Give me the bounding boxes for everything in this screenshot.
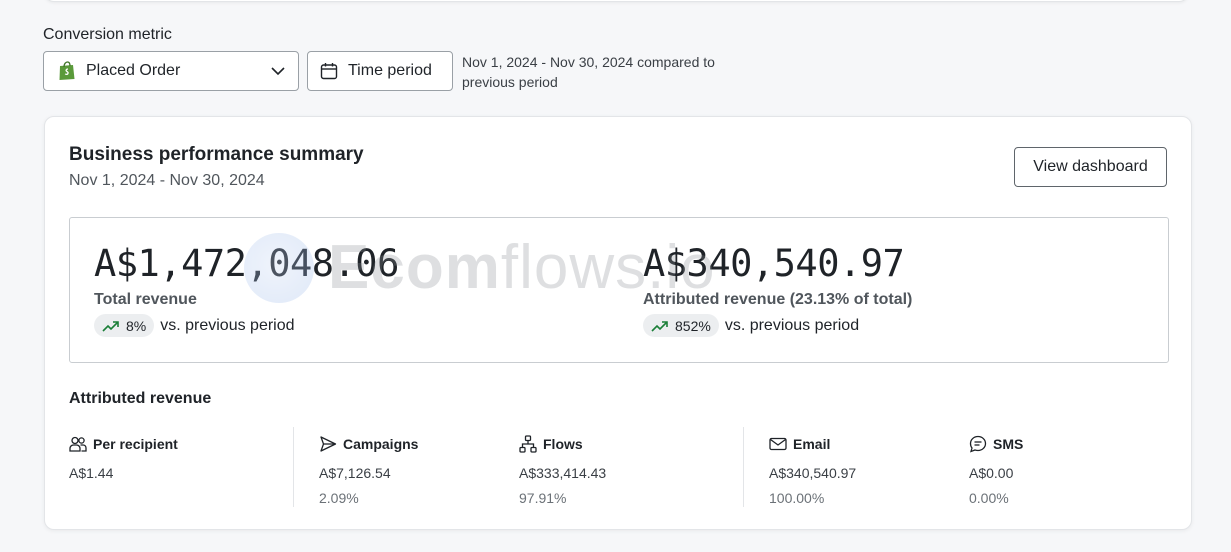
total-revenue-kpi: A$1,472,048.06 Total revenue 8% vs. prev…	[94, 242, 399, 337]
business-performance-card: Business performance summary Nov 1, 2024…	[44, 116, 1192, 530]
stat-label: Campaigns	[343, 436, 419, 452]
stat-percent: 97.91%	[519, 490, 567, 506]
mail-icon	[769, 435, 787, 453]
card-date-range: Nov 1, 2024 - Nov 30, 2024	[69, 172, 265, 189]
stat-campaigns: Campaigns A$7,126.54 2.09%	[319, 435, 418, 506]
stat-value: A$7,126.54	[319, 465, 391, 481]
users-icon	[69, 435, 87, 453]
period-description: Nov 1, 2024 - Nov 30, 2024 compared to p…	[462, 54, 715, 90]
stat-flows: Flows A$333,414.43 97.91%	[519, 435, 606, 506]
attributed-revenue-title: Attributed revenue	[69, 390, 212, 407]
change-percent: 8%	[126, 317, 147, 334]
stat-label: Email	[793, 436, 831, 452]
send-icon	[319, 435, 337, 453]
time-period-label: Time period	[348, 62, 432, 79]
divider	[293, 427, 294, 507]
kpi-box: A$1,472,048.06 Total revenue 8% vs. prev…	[69, 217, 1169, 363]
stat-value: A$340,540.97	[769, 465, 857, 481]
stat-per-recipient: Per recipient A$1.44	[69, 435, 178, 481]
stat-label: Flows	[543, 436, 583, 452]
stat-email: Email A$340,540.97 100.00%	[769, 435, 856, 506]
previous-card-edge	[44, 0, 1189, 2]
stat-value: A$333,414.43	[519, 465, 607, 481]
calendar-icon	[320, 62, 338, 80]
attributed-revenue-label: Attributed revenue (23.13% of total)	[643, 291, 913, 308]
attributed-revenue-kpi: A$340,540.97 Attributed revenue (23.13% …	[643, 242, 912, 337]
trending-up-icon	[651, 319, 669, 333]
time-period-button[interactable]: Time period	[307, 51, 453, 91]
stat-sms: SMS A$0.00 0.00%	[969, 435, 1023, 506]
attributed-revenue-value: A$340,540.97	[643, 242, 905, 285]
stat-percent: 100.00%	[769, 490, 825, 506]
view-dashboard-button[interactable]: View dashboard	[1014, 147, 1167, 187]
card-title: Business performance summary	[69, 144, 364, 165]
shopify-bag-icon	[58, 61, 76, 81]
stat-label: Per recipient	[93, 436, 178, 452]
change-comparison-text: vs. previous period	[724, 316, 860, 334]
change-comparison-text: vs. previous period	[160, 316, 295, 334]
change-percent: 852%	[675, 317, 711, 334]
attributed-revenue-change: 852% vs. previous period	[643, 314, 912, 337]
divider	[743, 427, 744, 507]
total-revenue-value: A$1,472,048.06	[94, 242, 399, 285]
stat-label: SMS	[993, 436, 1024, 452]
change-badge: 8%	[94, 314, 155, 337]
stat-value: A$1.44	[69, 465, 114, 481]
flow-icon	[519, 435, 537, 453]
conversion-metric-value: Placed Order	[86, 62, 181, 79]
total-revenue-change: 8% vs. previous period	[94, 314, 399, 337]
change-badge: 852%	[643, 314, 719, 337]
total-revenue-label: Total revenue	[94, 291, 197, 308]
stat-value: A$0.00	[969, 465, 1014, 481]
chevron-down-icon	[270, 63, 286, 79]
chat-bubble-icon	[969, 435, 987, 453]
stat-percent: 0.00%	[969, 490, 1009, 506]
conversion-metric-select[interactable]: Placed Order	[43, 51, 299, 91]
trending-up-icon	[102, 319, 120, 333]
conversion-metric-label: Conversion metric	[43, 26, 172, 43]
stat-percent: 2.09%	[319, 490, 359, 506]
